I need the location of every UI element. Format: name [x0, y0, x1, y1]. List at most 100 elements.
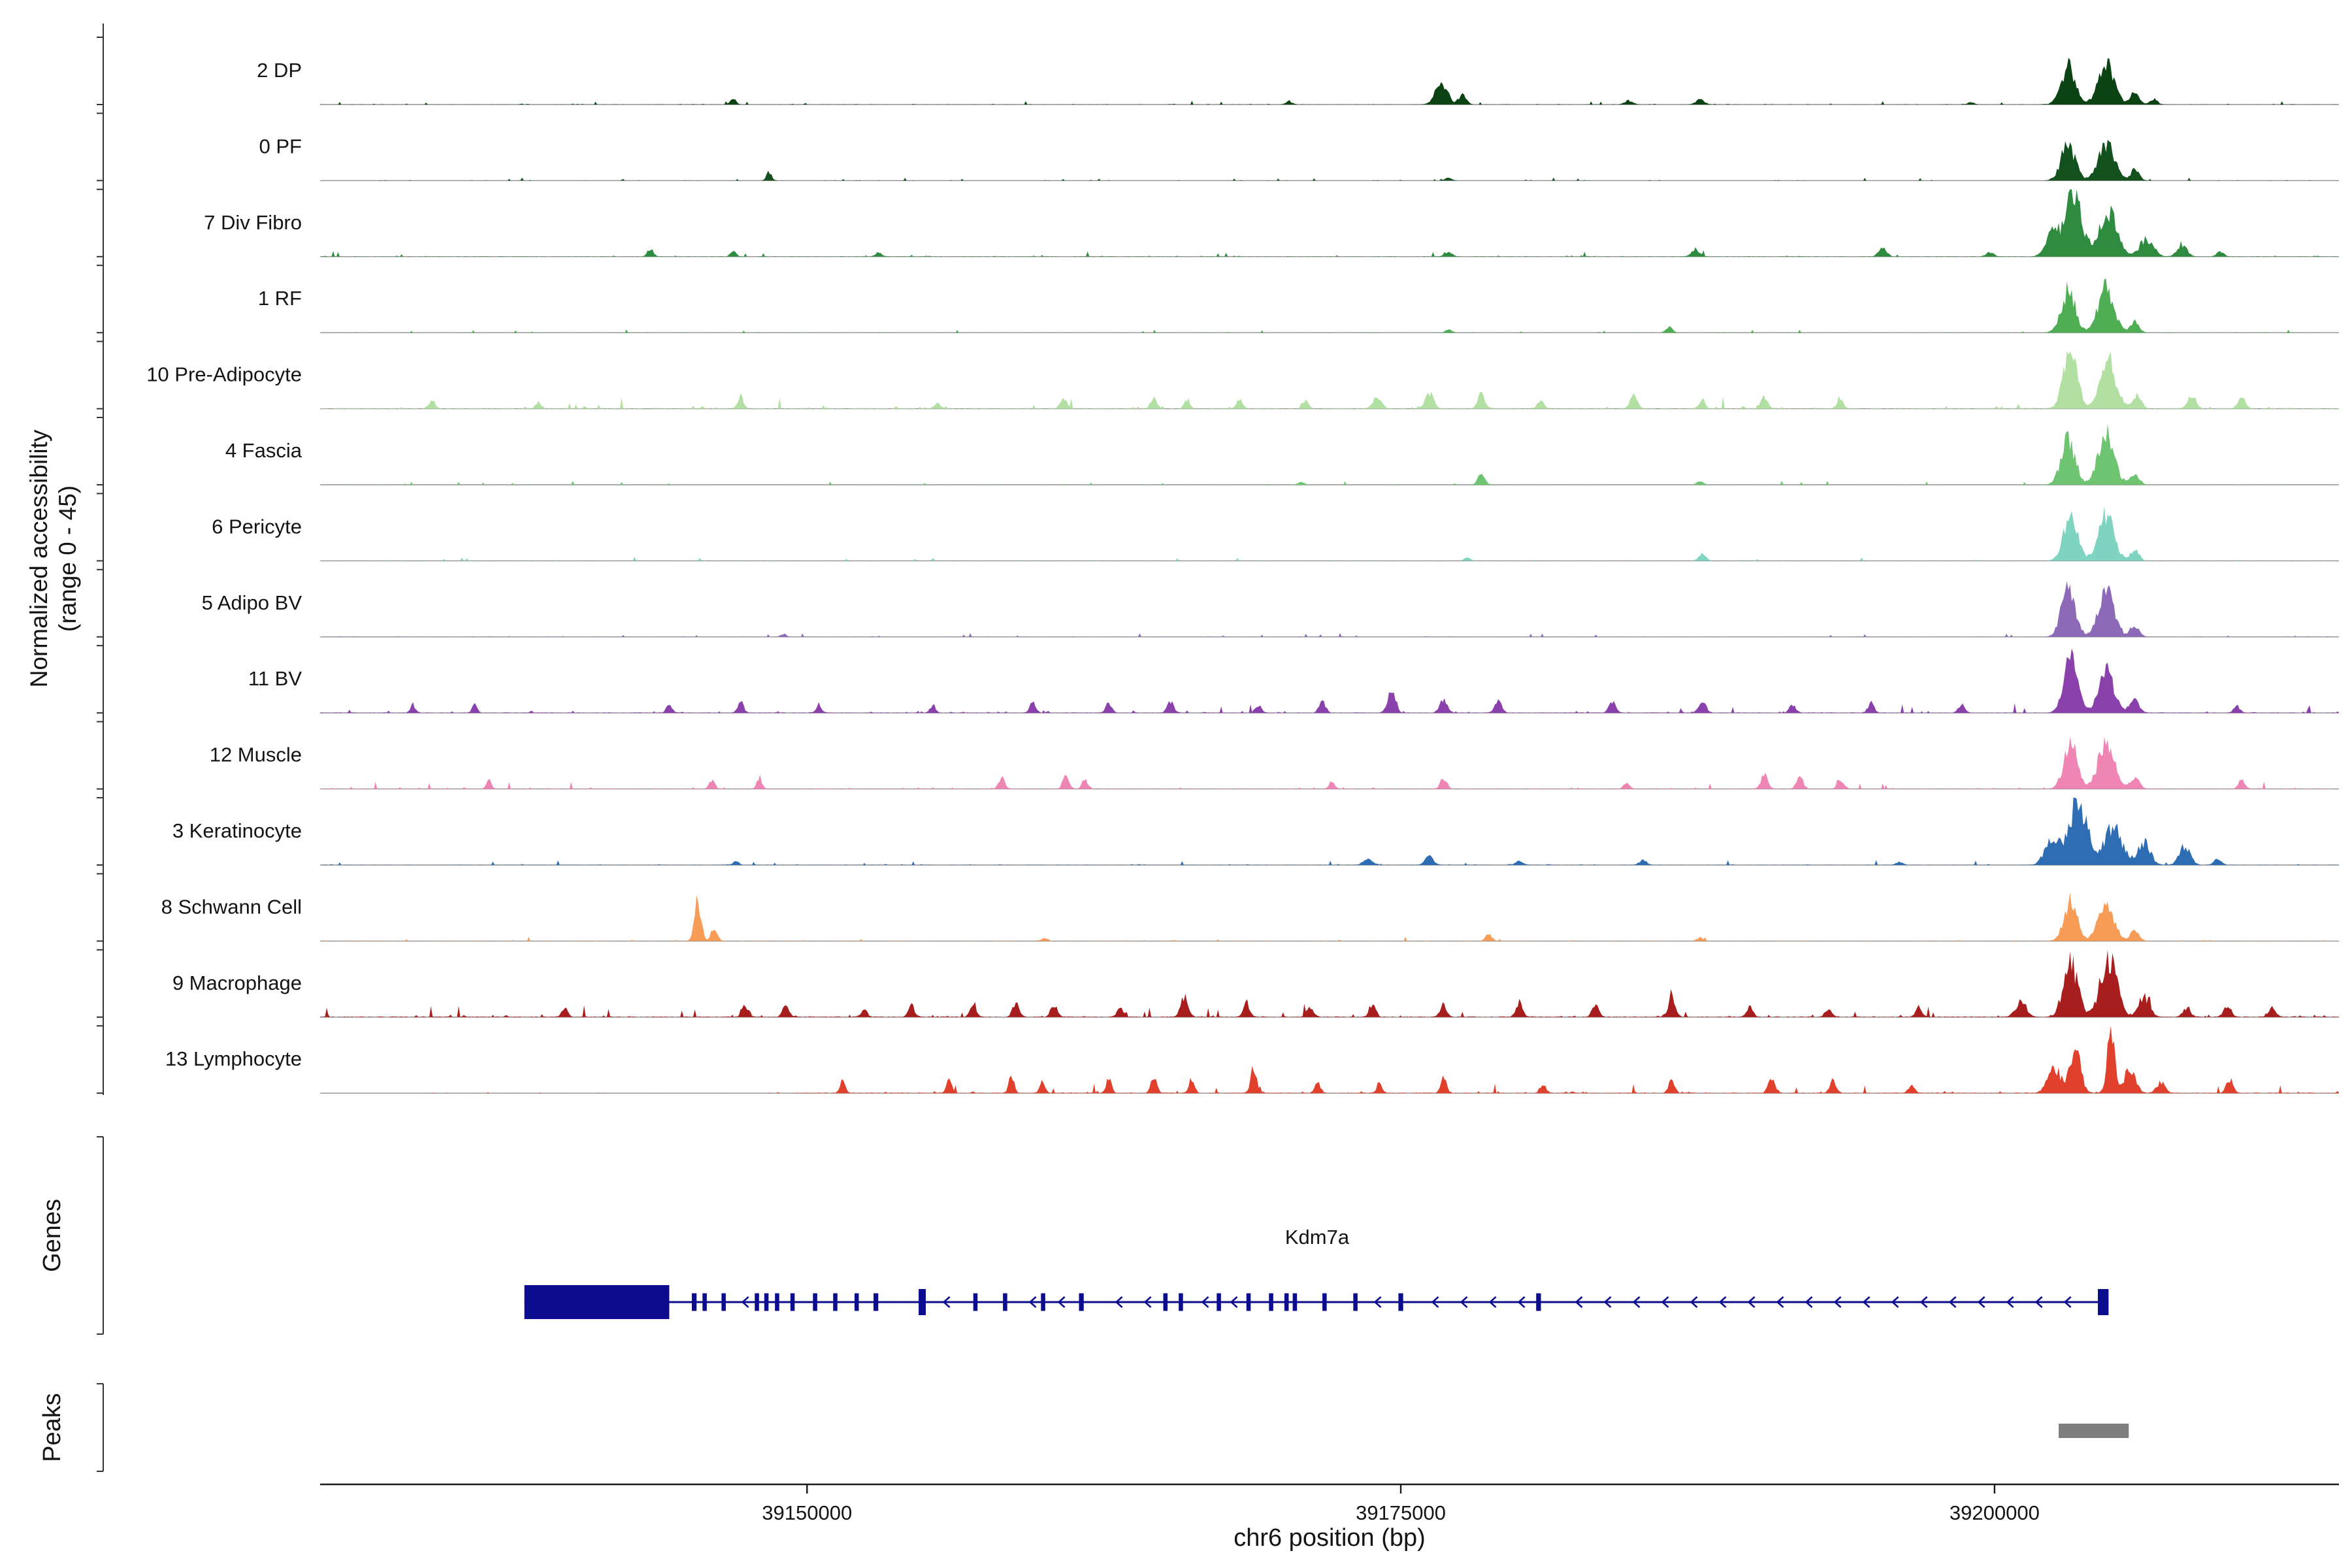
- minus-strand-arrow-icon: [1488, 1296, 1497, 1308]
- gene-exon: [973, 1293, 978, 1311]
- track-label: 8 Schwann Cell: [161, 895, 302, 918]
- genes-section-label: Genes: [39, 1199, 66, 1272]
- track-label: 4 Fascia: [225, 439, 302, 462]
- track-label: 5 Adipo BV: [202, 591, 302, 614]
- minus-strand-arrow-icon: [1143, 1296, 1152, 1308]
- minus-strand-arrow-icon: [1575, 1296, 1583, 1308]
- gene-exon: [1246, 1293, 1251, 1311]
- gene-exon: [1398, 1293, 1403, 1311]
- accessibility-signal: [320, 648, 2339, 713]
- gene-exon: [721, 1293, 726, 1311]
- gene-exon: [2098, 1289, 2109, 1315]
- minus-strand-arrow-icon: [1690, 1296, 1698, 1308]
- gene-exon: [1041, 1293, 1045, 1311]
- x-axis-tick-label: 39200000: [1950, 1501, 2040, 1524]
- gene-exon: [1003, 1293, 1007, 1311]
- minus-strand-arrow-icon: [1948, 1296, 1957, 1308]
- gene-exon: [764, 1293, 769, 1311]
- minus-strand-arrow-icon: [1661, 1296, 1669, 1308]
- accessibility-signal: [320, 189, 2339, 257]
- called-peak-region: [2059, 1424, 2129, 1438]
- track-label: 10 Pre-Adipocyte: [146, 363, 302, 386]
- track-label: 6 Pericyte: [212, 515, 302, 538]
- minus-strand-arrow-icon: [1718, 1296, 1727, 1308]
- track-label: 7 Div Fibro: [204, 211, 302, 234]
- minus-strand-arrow-icon: [2034, 1296, 2043, 1308]
- accessibility-signal: [320, 798, 2339, 865]
- x-axis-tick-label: 39150000: [762, 1501, 852, 1524]
- gene-exon: [1163, 1293, 1168, 1311]
- accessibility-signal: [320, 581, 2339, 637]
- gene-exon: [755, 1293, 759, 1311]
- gene-exon: [1353, 1293, 1358, 1311]
- gene-exon: [1179, 1293, 1183, 1311]
- gene-exon: [1079, 1293, 1084, 1311]
- track-label: 3 Keratinocyte: [172, 819, 302, 842]
- accessibility-signal: [320, 736, 2339, 789]
- minus-strand-arrow-icon: [1603, 1296, 1612, 1308]
- accessibility-signal: [320, 351, 2339, 409]
- minus-strand-arrow-icon: [1057, 1296, 1066, 1308]
- minus-strand-arrow-icon: [1373, 1296, 1382, 1308]
- gene-exon: [702, 1293, 707, 1311]
- track-label: 0 PF: [259, 135, 302, 157]
- minus-strand-arrow-icon: [1776, 1296, 1784, 1308]
- minus-strand-arrow-icon: [2063, 1296, 2072, 1308]
- accessibility-axis-ticks: [97, 37, 103, 1094]
- gene-exon: [833, 1293, 838, 1311]
- gene-exon: [524, 1285, 670, 1319]
- accessibility-signal: [320, 278, 2339, 333]
- minus-strand-arrow-icon: [1919, 1296, 1928, 1308]
- accessibility-signal: [320, 892, 2339, 941]
- minus-strand-arrow-icon: [1632, 1296, 1641, 1308]
- gene-exon: [919, 1289, 926, 1315]
- accessibility-signal: [320, 57, 2339, 105]
- minus-strand-arrow-icon: [1833, 1296, 1842, 1308]
- gene-exon: [1217, 1293, 1221, 1311]
- track-label: 11 BV: [248, 667, 302, 690]
- gene-exon: [691, 1293, 697, 1311]
- x-axis-ticks: 39150000 39175000 39200000: [762, 1484, 2040, 1524]
- minus-strand-arrow-icon: [1517, 1296, 1526, 1308]
- gene-name-label: Kdm7a: [1285, 1226, 1350, 1249]
- minus-strand-arrow-icon: [1431, 1296, 1439, 1308]
- gene-exon: [1269, 1293, 1273, 1311]
- gene-model-panel: [524, 1285, 2109, 1319]
- track-label: 1 RF: [258, 287, 302, 310]
- track-label: 13 Lymphocyte: [165, 1047, 302, 1070]
- minus-strand-arrow-icon: [1460, 1296, 1468, 1308]
- minus-strand-arrow-icon: [1201, 1296, 1209, 1308]
- minus-strand-arrow-icon: [1977, 1296, 1985, 1308]
- accessibility-signal: [320, 1026, 2339, 1094]
- accessibility-signal: [320, 506, 2339, 561]
- minus-strand-arrow-icon: [1115, 1296, 1123, 1308]
- track-label: 2 DP: [257, 59, 302, 82]
- minus-strand-arrow-icon: [2006, 1296, 2014, 1308]
- x-axis-title: chr6 position (bp): [1233, 1524, 1426, 1552]
- gene-exon: [854, 1293, 859, 1311]
- accessibility-signal: [320, 423, 2339, 485]
- minus-strand-arrow-icon: [1747, 1296, 1756, 1308]
- gene-exon: [1536, 1293, 1541, 1311]
- track-label: 9 Macrophage: [172, 972, 302, 994]
- gene-exon: [775, 1293, 779, 1311]
- minus-strand-arrow-icon: [741, 1296, 749, 1308]
- y-axis-label-line1: Normalized accessibility: [25, 429, 52, 687]
- minus-strand-arrow-icon: [1028, 1296, 1037, 1308]
- minus-strand-arrow-icon: [1805, 1296, 1813, 1308]
- gene-exon: [1284, 1293, 1289, 1311]
- gene-exon: [1292, 1293, 1298, 1311]
- minus-strand-arrow-icon: [942, 1296, 951, 1308]
- accessibility-signal: [320, 949, 2339, 1017]
- minus-strand-arrow-icon: [1862, 1296, 1870, 1308]
- peaks-panel: [2059, 1424, 2129, 1438]
- peaks-section-label: Peaks: [39, 1393, 66, 1462]
- gene-exon: [813, 1293, 817, 1311]
- x-axis-tick-label: 39175000: [1356, 1501, 1446, 1524]
- track-label: 12 Muscle: [210, 743, 302, 766]
- accessibility-signal: [320, 139, 2339, 181]
- gene-exon: [874, 1293, 879, 1311]
- minus-strand-arrow-icon: [1891, 1296, 1899, 1308]
- y-axis-label-line2: (range 0 - 45): [54, 485, 81, 632]
